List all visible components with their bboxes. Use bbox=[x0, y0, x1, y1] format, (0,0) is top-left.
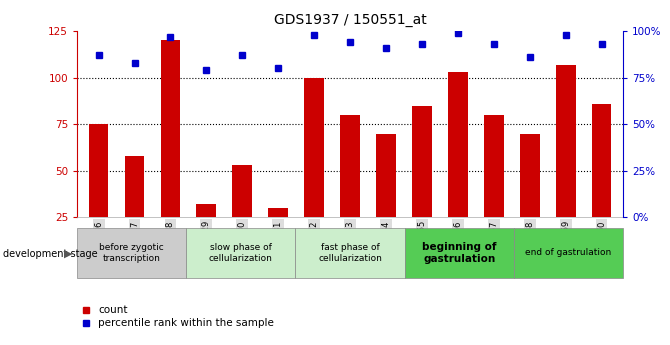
Bar bbox=[295, 228, 405, 278]
Text: fast phase of
cellularization: fast phase of cellularization bbox=[318, 243, 382, 263]
Bar bbox=[161, 40, 180, 264]
Text: before zygotic
transcription: before zygotic transcription bbox=[99, 243, 164, 263]
Bar bbox=[484, 115, 504, 264]
Bar bbox=[340, 115, 360, 264]
Bar bbox=[520, 134, 539, 264]
Bar bbox=[88, 124, 109, 264]
Bar bbox=[555, 65, 576, 264]
Legend: count, percentile rank within the sample: count, percentile rank within the sample bbox=[82, 305, 274, 328]
Bar bbox=[77, 228, 186, 278]
Bar bbox=[376, 134, 396, 264]
Bar bbox=[186, 228, 295, 278]
Text: development stage: development stage bbox=[3, 249, 98, 258]
Text: beginning of
gastrulation: beginning of gastrulation bbox=[422, 241, 496, 264]
Bar bbox=[196, 204, 216, 264]
Bar bbox=[592, 104, 612, 264]
Text: ▶: ▶ bbox=[64, 249, 72, 258]
Text: end of gastrulation: end of gastrulation bbox=[525, 248, 612, 257]
Bar bbox=[269, 208, 288, 264]
Bar bbox=[412, 106, 431, 264]
Bar bbox=[448, 72, 468, 264]
Bar bbox=[304, 78, 324, 264]
Bar bbox=[514, 228, 623, 278]
Text: slow phase of
cellularization: slow phase of cellularization bbox=[209, 243, 273, 263]
Bar bbox=[405, 228, 514, 278]
Bar bbox=[232, 165, 252, 264]
Bar bbox=[125, 156, 145, 264]
Title: GDS1937 / 150551_at: GDS1937 / 150551_at bbox=[274, 13, 426, 27]
